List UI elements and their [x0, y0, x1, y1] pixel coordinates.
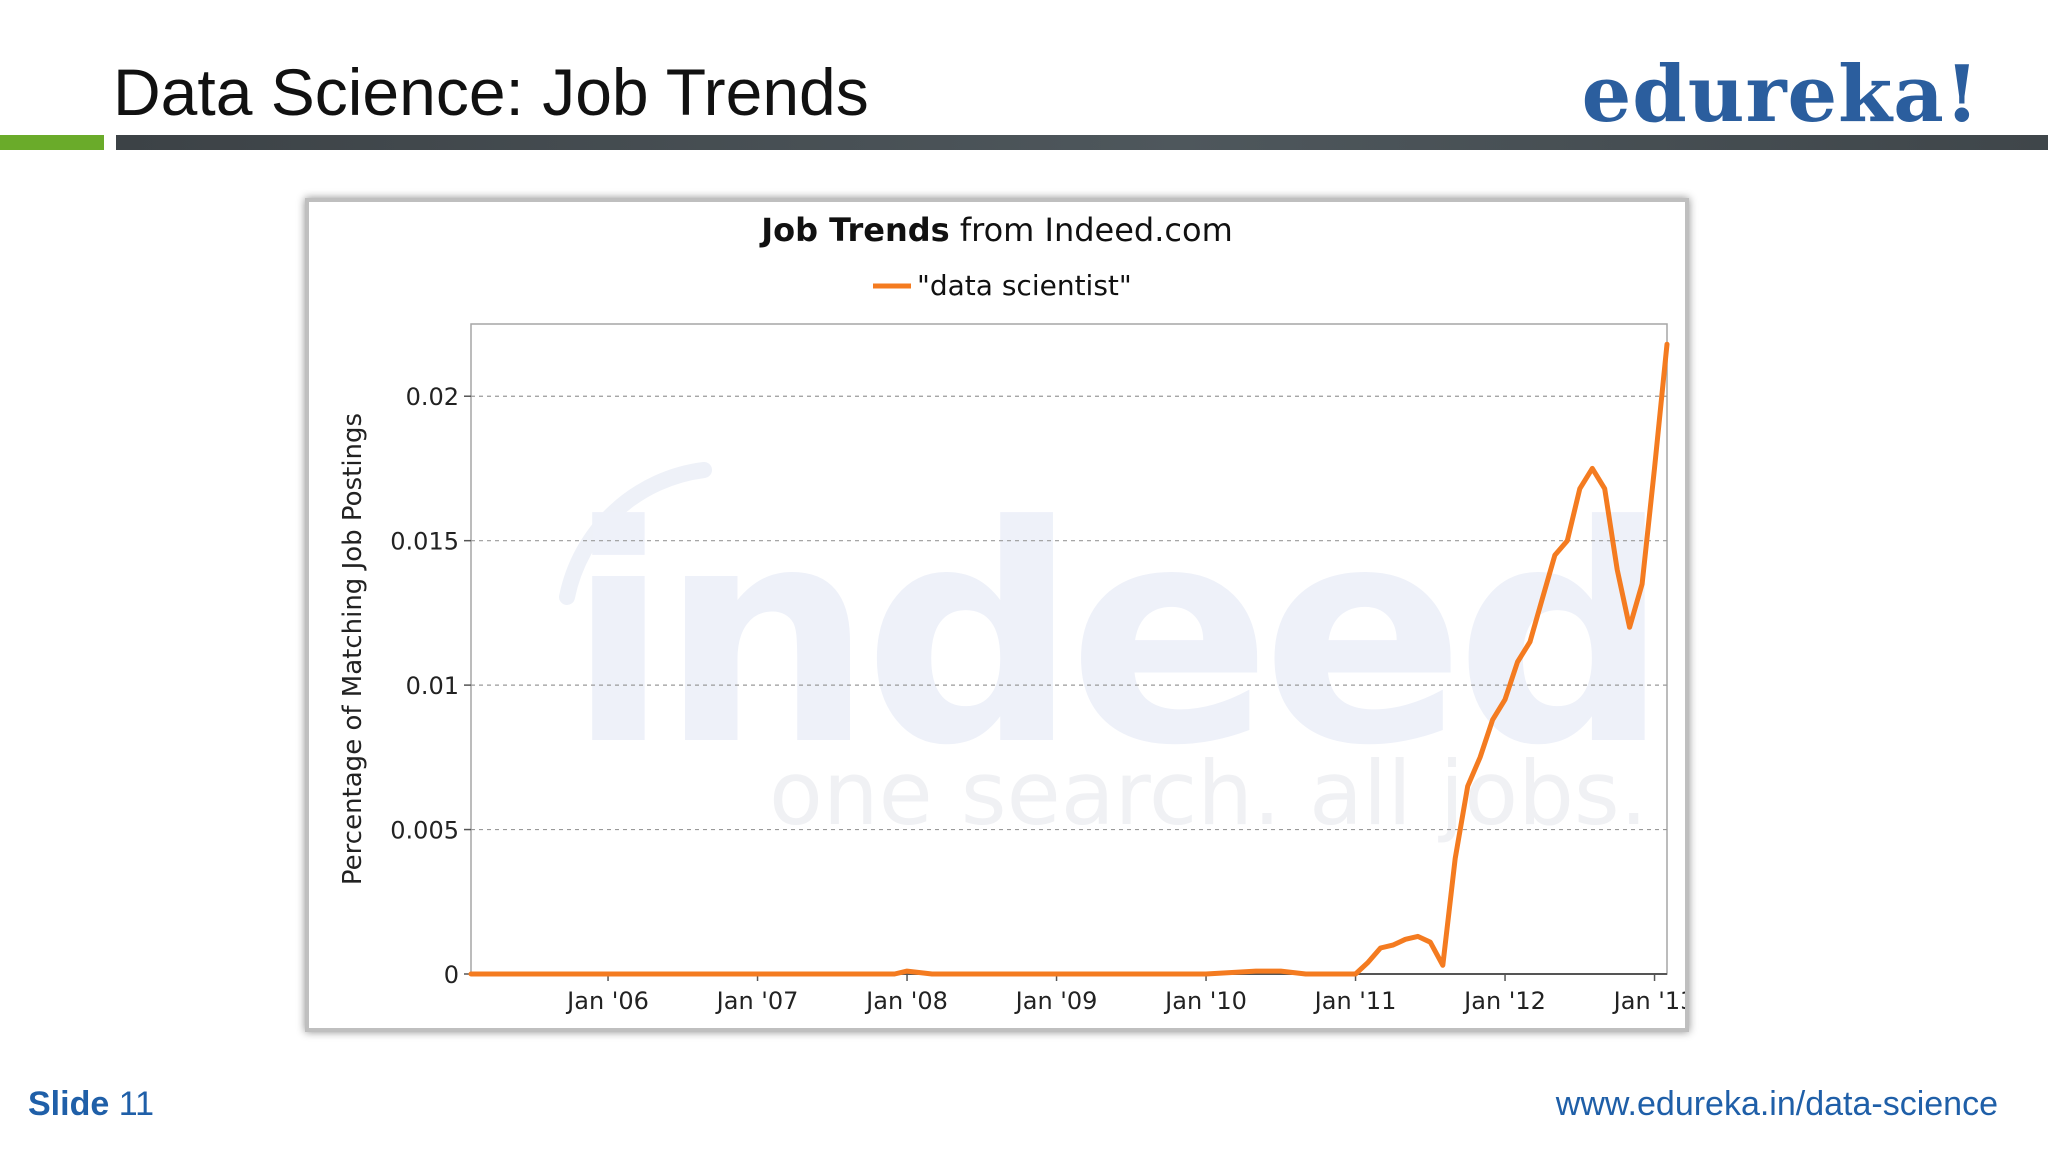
title-divider-bar — [116, 135, 2048, 150]
series-line — [468, 341, 1670, 977]
y-tick-label: 0.015 — [390, 528, 459, 556]
slide-number-value: 11 — [118, 1085, 154, 1123]
x-tick-label: Jan '07 — [715, 987, 799, 1015]
x-tick-label: Jan '06 — [565, 987, 649, 1015]
slide-label: Slide — [28, 1085, 110, 1123]
chart-title-bold: Job Trends — [759, 211, 949, 249]
y-tick-label: 0.01 — [406, 672, 459, 700]
x-tick-label: Jan '13 — [1612, 987, 1685, 1015]
watermark-tagline: one search. all jobs. — [769, 742, 1648, 845]
x-tick-label: Jan '10 — [1163, 987, 1247, 1015]
slide-number: Slide 11 — [28, 1082, 154, 1126]
slide-title: Data Science: Job Trends — [113, 55, 869, 129]
legend-label: "data scientist" — [917, 269, 1132, 302]
x-tick-label: Jan '09 — [1014, 987, 1098, 1015]
footer-url: www.edureka.in/data-science — [1555, 1085, 1998, 1123]
y-tick-label: 0.005 — [390, 817, 459, 845]
chart-frame: indeed one search. all jobs. 0 0.005 0.01 0.0… — [305, 198, 1689, 1032]
watermark-logo: indeed — [567, 462, 1660, 811]
edureka-logo: edureka! — [1581, 49, 1980, 140]
x-tick-label: Jan '12 — [1462, 987, 1546, 1015]
chart-title: Job Trends from Indeed.com — [759, 211, 1233, 249]
x-tick-label: Jan '08 — [864, 987, 948, 1015]
y-axis-label: Percentage of Matching Job Postings — [338, 413, 368, 885]
y-tick-label: 0 — [444, 961, 459, 989]
chart-title-rest: from Indeed.com — [950, 211, 1233, 249]
watermark-arc — [559, 462, 712, 605]
y-tick-label: 0.02 — [406, 383, 459, 411]
title-accent-bar — [0, 135, 104, 150]
x-tick-label: Jan '11 — [1313, 987, 1397, 1015]
